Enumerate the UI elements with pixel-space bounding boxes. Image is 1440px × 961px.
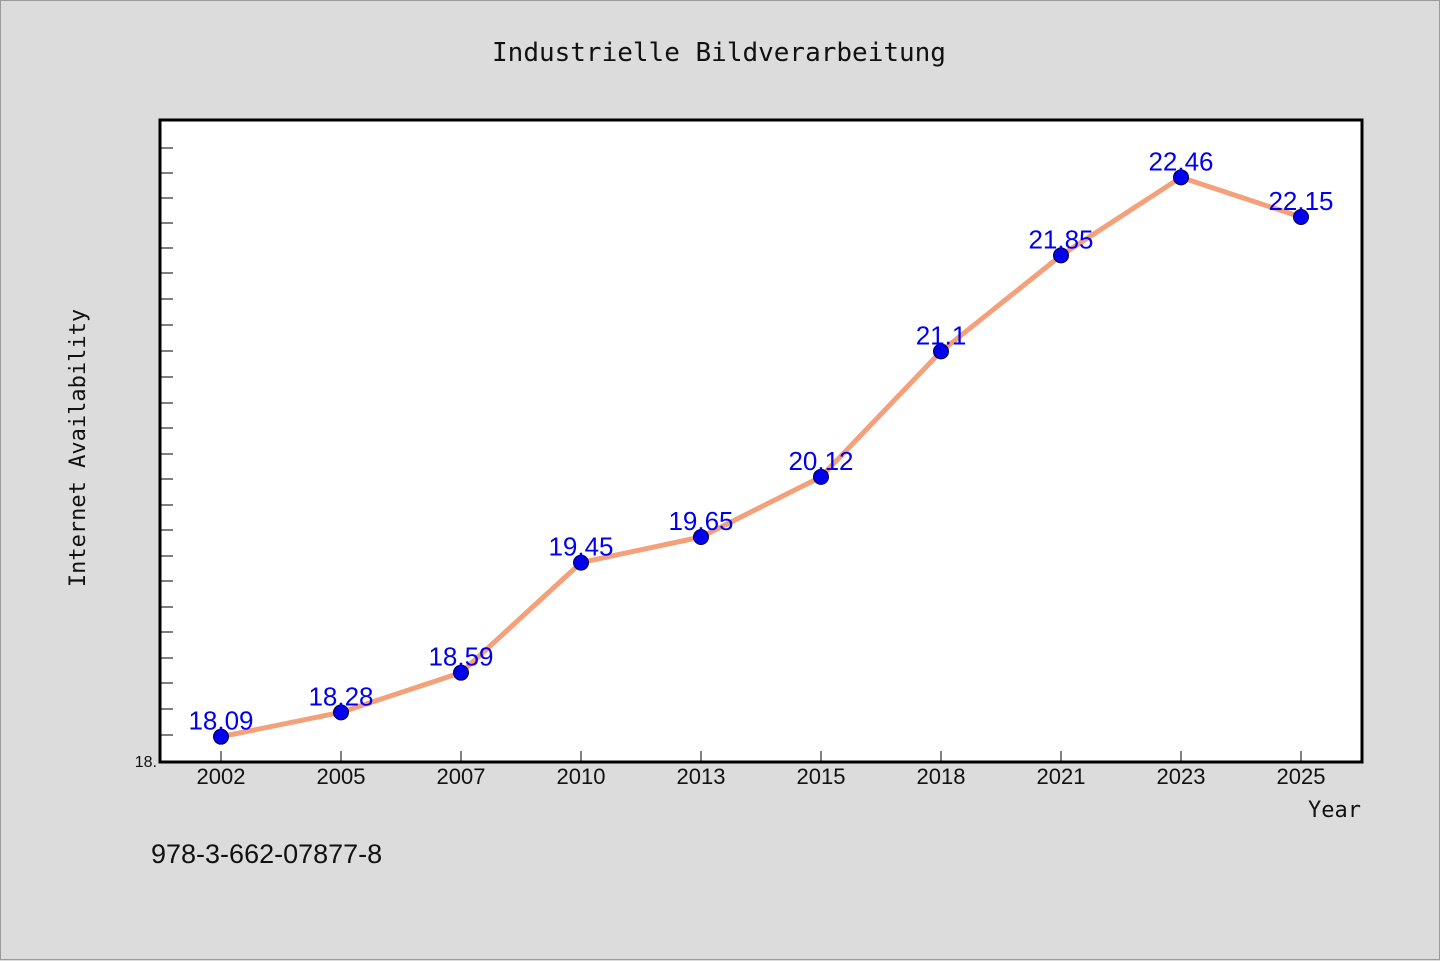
data-point-marker [933,343,949,360]
data-label: 22.15 [1268,186,1333,216]
x-tick-label: 2025 [1277,764,1326,789]
x-axis-label: Year [1308,798,1361,823]
x-tick-label: 2007 [437,764,486,789]
data-point-marker [1293,209,1309,225]
data-label: 18.59 [428,642,493,672]
y-tick-label: 18. [135,754,157,771]
data-label: 18.28 [308,681,373,711]
x-tick-label: 2002 [197,764,246,789]
data-point-marker [1053,247,1069,264]
y-axis-ticks: 18. [135,147,173,771]
data-label: 21.85 [1028,224,1093,254]
x-tick-label: 2005 [317,764,366,789]
x-tick-label: 2013 [677,764,726,789]
data-point-marker [693,529,709,545]
chart-title: Industrielle Bildverarbeitung [492,38,946,68]
x-tick-label: 2015 [797,764,846,789]
x-tick-label: 2021 [1037,764,1086,789]
data-series [213,169,1309,745]
data-point-marker [1173,169,1189,186]
data-label: 22.46 [1148,146,1213,176]
data-label: 19.45 [548,532,613,562]
data-point-marker [573,554,589,571]
x-tick-label: 2018 [917,764,966,789]
data-labels: 18.09 18.28 18.59 19.45 19.65 20.12 21.1 21.85 2… [188,146,1333,735]
y-axis-label: Internet Availability [66,309,91,587]
data-point-marker [213,728,229,745]
data-label: 20.12 [788,446,853,476]
isbn-footer: 978-3-662-07877-8 [151,839,382,869]
series-line [218,174,1304,740]
x-axis-ticks: 2002 2005 2007 2010 2013 2015 2018 2021 2023 2025 [197,751,1326,789]
data-point-marker [813,468,829,485]
data-label: 19.65 [668,506,733,536]
x-tick-label: 2023 [1157,764,1206,789]
data-label: 21.1 [916,320,967,350]
x-tick-label: 2010 [557,764,606,789]
data-point-marker [333,704,349,721]
data-label: 18.09 [188,706,253,736]
data-point-marker [453,664,469,681]
plot-area [158,118,1364,764]
